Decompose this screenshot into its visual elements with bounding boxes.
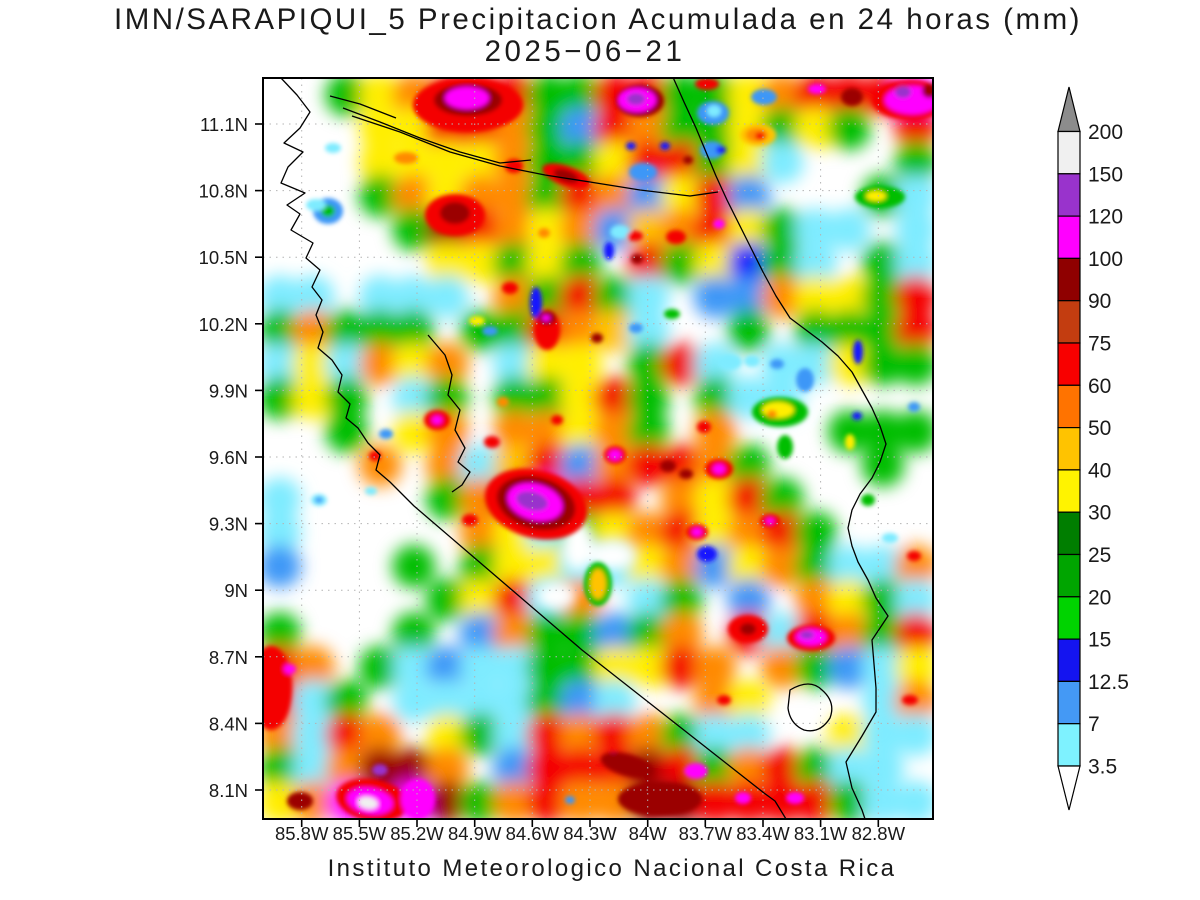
svg-text:90: 90 <box>1088 290 1111 313</box>
svg-text:83.7W: 83.7W <box>679 823 733 844</box>
svg-text:2025−06−21: 2025−06−21 <box>485 35 686 68</box>
svg-text:9N: 9N <box>224 580 248 601</box>
svg-text:15: 15 <box>1088 629 1111 652</box>
svg-text:8.7N: 8.7N <box>209 647 248 668</box>
svg-text:7: 7 <box>1088 713 1100 736</box>
svg-text:9.6N: 9.6N <box>209 447 248 468</box>
svg-text:83.4W: 83.4W <box>736 823 790 844</box>
svg-text:50: 50 <box>1088 417 1111 440</box>
svg-text:150: 150 <box>1088 163 1123 186</box>
svg-text:3.5: 3.5 <box>1088 756 1117 779</box>
svg-text:IMN/SARAPIQUI_5 Precipitacion: IMN/SARAPIQUI_5 Precipitacion Acumulada … <box>114 3 1082 36</box>
svg-text:82.8W: 82.8W <box>852 823 906 844</box>
svg-text:11.1N: 11.1N <box>200 114 248 135</box>
svg-text:83.1W: 83.1W <box>794 823 848 844</box>
svg-text:9.9N: 9.9N <box>209 380 248 401</box>
svg-text:10.8N: 10.8N <box>199 181 248 202</box>
svg-text:84.6W: 84.6W <box>506 823 560 844</box>
svg-text:10.2N: 10.2N <box>199 314 248 335</box>
svg-text:85.8W: 85.8W <box>275 823 329 844</box>
svg-text:Instituto Meteorologico Nacion: Instituto Meteorologico Nacional Costa R… <box>328 855 897 882</box>
svg-text:84.3W: 84.3W <box>563 823 617 844</box>
svg-text:100: 100 <box>1088 248 1123 271</box>
svg-text:8.4N: 8.4N <box>209 713 248 734</box>
svg-text:85.2W: 85.2W <box>390 823 444 844</box>
svg-text:84W: 84W <box>629 823 668 844</box>
svg-text:85.5W: 85.5W <box>333 823 387 844</box>
svg-text:200: 200 <box>1088 121 1123 144</box>
svg-text:75: 75 <box>1088 333 1111 356</box>
svg-text:60: 60 <box>1088 375 1111 398</box>
svg-text:20: 20 <box>1088 586 1111 609</box>
svg-text:8.1N: 8.1N <box>209 780 248 801</box>
svg-text:120: 120 <box>1088 206 1123 229</box>
svg-text:40: 40 <box>1088 459 1111 482</box>
svg-text:84.9W: 84.9W <box>448 823 502 844</box>
svg-text:9.3N: 9.3N <box>209 514 248 535</box>
svg-text:30: 30 <box>1088 502 1111 525</box>
svg-text:25: 25 <box>1088 544 1111 567</box>
svg-text:10.5N: 10.5N <box>199 247 248 268</box>
svg-text:12.5: 12.5 <box>1088 671 1129 694</box>
